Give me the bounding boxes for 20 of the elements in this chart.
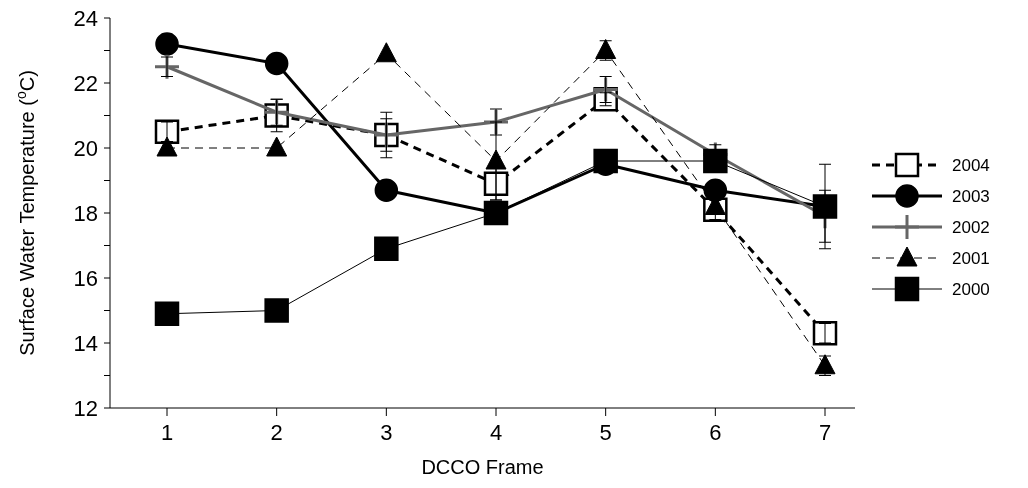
- x-tick-label: 4: [489, 420, 503, 445]
- legend-label: 2001: [952, 248, 990, 268]
- legend-label: 2000: [952, 279, 990, 299]
- y-tick-label: 24: [73, 5, 98, 31]
- x-axis-title: DCCO Frame: [421, 456, 544, 478]
- y-tick-label: 22: [73, 70, 98, 96]
- x-tick-label: 7: [818, 420, 832, 445]
- y-tick-label: 16: [73, 265, 98, 291]
- y-tick-label: 14: [73, 330, 98, 356]
- y-tick-label: 12: [73, 395, 98, 421]
- legend-label: 2003: [952, 186, 990, 206]
- y-tick-label: 20: [73, 135, 98, 161]
- x-tick-label: 6: [709, 420, 722, 445]
- legend-label: 2002: [952, 217, 990, 237]
- y-tick-label: 18: [73, 200, 98, 226]
- x-tick-label: 2: [270, 420, 283, 445]
- x-tick-label: 5: [599, 420, 612, 445]
- x-tick-label: 1: [160, 420, 174, 445]
- legend-label: 2004: [952, 155, 990, 175]
- x-tick-label: 3: [380, 420, 393, 445]
